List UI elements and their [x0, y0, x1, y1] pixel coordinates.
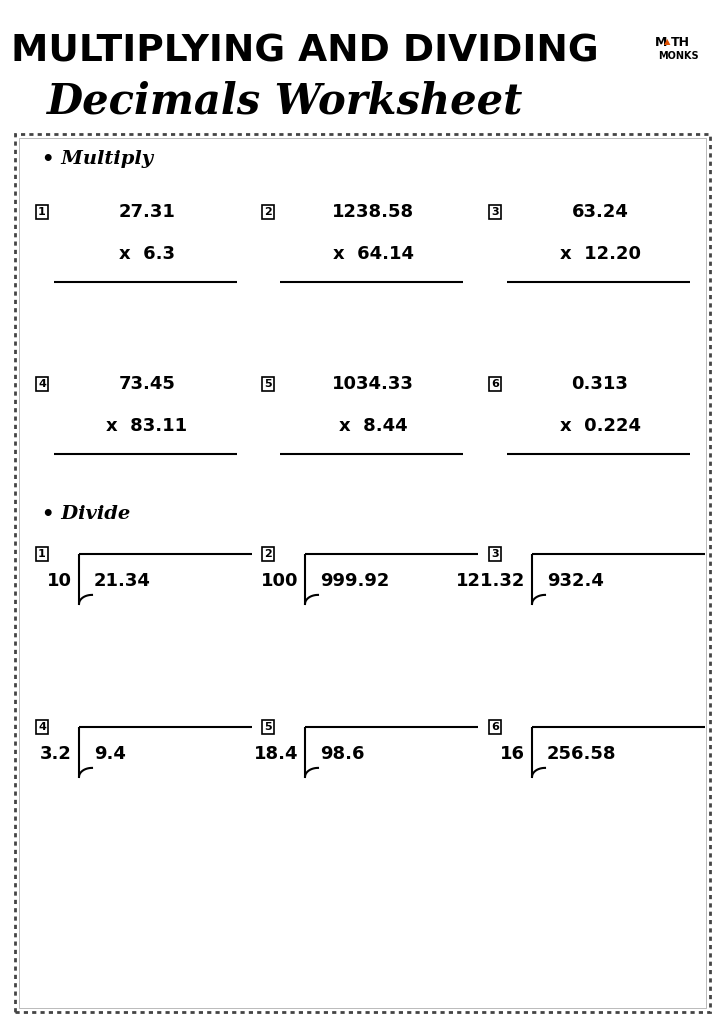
Text: x  0.224: x 0.224 — [560, 417, 640, 435]
Text: 121.32: 121.32 — [455, 572, 525, 590]
Text: M: M — [655, 36, 668, 48]
Text: 10: 10 — [47, 572, 72, 590]
Text: 3: 3 — [492, 549, 499, 559]
Text: 0.313: 0.313 — [571, 375, 629, 393]
Text: • Divide: • Divide — [42, 505, 130, 523]
Text: 73.45: 73.45 — [119, 375, 175, 393]
Text: 98.6: 98.6 — [320, 745, 365, 763]
Text: MONKS: MONKS — [658, 51, 699, 61]
Text: 1: 1 — [38, 207, 46, 217]
Text: 2: 2 — [264, 549, 272, 559]
Text: 1238.58: 1238.58 — [332, 203, 414, 221]
Text: 999.92: 999.92 — [320, 572, 389, 590]
Text: x  12.20: x 12.20 — [560, 245, 640, 263]
Text: 2: 2 — [264, 207, 272, 217]
Text: 1034.33: 1034.33 — [332, 375, 414, 393]
Text: 6: 6 — [491, 379, 499, 389]
Text: x  64.14: x 64.14 — [333, 245, 413, 263]
Text: x  6.3: x 6.3 — [119, 245, 175, 263]
Text: MULTIPLYING AND DIVIDING: MULTIPLYING AND DIVIDING — [11, 34, 599, 70]
Text: TH: TH — [671, 36, 690, 48]
Text: x  83.11: x 83.11 — [107, 417, 188, 435]
Bar — [15, 134, 710, 1012]
Text: 9.4: 9.4 — [94, 745, 126, 763]
Text: 21.34: 21.34 — [94, 572, 151, 590]
Text: 100: 100 — [260, 572, 298, 590]
Text: 27.31: 27.31 — [119, 203, 175, 221]
Bar — [19, 138, 706, 1008]
Text: 3: 3 — [492, 207, 499, 217]
Text: Decimals Worksheet: Decimals Worksheet — [47, 81, 523, 123]
Text: 5: 5 — [264, 722, 272, 732]
Text: x  8.44: x 8.44 — [339, 417, 407, 435]
Text: 3.2: 3.2 — [40, 745, 72, 763]
Text: 932.4: 932.4 — [547, 572, 604, 590]
Text: 6: 6 — [491, 722, 499, 732]
Text: 4: 4 — [38, 722, 46, 732]
Text: 16: 16 — [500, 745, 525, 763]
Text: • Multiply: • Multiply — [42, 150, 153, 168]
Text: 4: 4 — [38, 379, 46, 389]
Text: 63.24: 63.24 — [571, 203, 629, 221]
Text: 1: 1 — [38, 549, 46, 559]
Text: ▲: ▲ — [664, 38, 671, 46]
Text: 18.4: 18.4 — [254, 745, 298, 763]
Text: 256.58: 256.58 — [547, 745, 616, 763]
Text: 5: 5 — [264, 379, 272, 389]
